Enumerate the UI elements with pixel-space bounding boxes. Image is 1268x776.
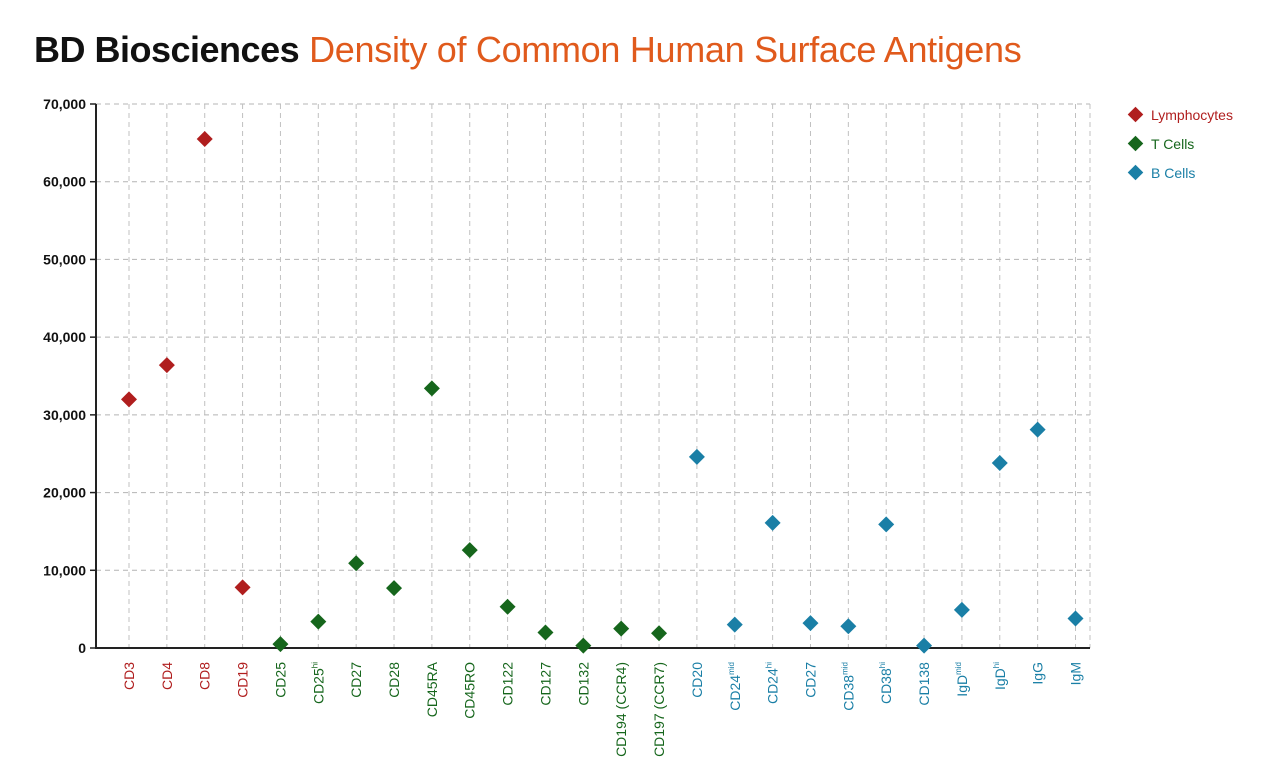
chart-subtitle: Density of Common Human Surface Antigens	[309, 29, 1022, 70]
x-tick-label: CD38mid	[840, 662, 856, 711]
x-tick-label: CD194 (CCR4)	[613, 662, 629, 757]
data-point-lymphocytes	[121, 391, 137, 408]
y-tick-label: 70,000	[43, 96, 86, 112]
legend-item-lymphocytes[interactable]: Lymphocytes	[1127, 100, 1233, 129]
x-tick-label: CD27	[348, 662, 364, 698]
x-tick-label: CD8	[197, 662, 213, 690]
x-tick-label: IgM	[1068, 662, 1084, 685]
data-point-t-cells	[310, 613, 327, 630]
legend-swatch-t-cells	[1127, 135, 1144, 152]
data-point-b-cells	[991, 455, 1008, 472]
grid	[90, 103, 1091, 649]
y-tick-label: 10,000	[43, 562, 86, 578]
data-point-t-cells	[651, 625, 668, 642]
x-tick-label: CD197 (CCR7)	[651, 662, 667, 757]
data-point-lymphocytes	[234, 579, 251, 596]
x-tick-label: CD132	[575, 662, 591, 706]
y-tick-label: 20,000	[43, 485, 86, 501]
brand-name: BD Biosciences	[34, 29, 300, 70]
data-point-t-cells	[348, 555, 365, 572]
data-point-t-cells	[461, 542, 478, 559]
legend-label-b-cells: B Cells	[1151, 164, 1196, 181]
legend-label-t-cells: T Cells	[1151, 135, 1195, 152]
x-tick-label: CD24mid	[727, 662, 743, 711]
x-tick-label: CD19	[235, 662, 251, 698]
data-point-b-cells	[878, 516, 895, 533]
x-tick-label: CD3	[121, 662, 137, 690]
chart-legend: Lymphocytes T Cells B Cells	[1127, 100, 1233, 187]
x-tick-label: CD20	[689, 662, 705, 698]
data-point-b-cells	[802, 615, 819, 632]
x-tick-label: CD4	[159, 662, 175, 690]
data-point-b-cells	[1067, 610, 1084, 627]
x-tick-label: IgDhi	[992, 662, 1008, 690]
y-tick-label: 40,000	[43, 329, 86, 345]
legend-item-t-cells[interactable]: T Cells	[1127, 129, 1233, 158]
legend-swatch-lymphocytes	[1127, 106, 1144, 123]
data-point-lymphocytes	[196, 130, 213, 147]
data-point-b-cells	[916, 637, 933, 654]
legend-swatch-b-cells	[1127, 164, 1144, 181]
data-point-b-cells	[840, 618, 857, 635]
data-point-t-cells	[537, 624, 554, 641]
data-point-b-cells	[764, 514, 781, 531]
data-point-t-cells	[575, 637, 592, 654]
x-tick-label: CD45RA	[424, 661, 440, 717]
data-point-t-cells	[423, 380, 440, 397]
data-point-b-cells	[688, 448, 705, 465]
data-point-b-cells	[953, 601, 970, 618]
legend-item-b-cells[interactable]: B Cells	[1127, 158, 1233, 187]
x-tick-label: CD27	[802, 662, 818, 698]
x-tick-label: IgDmid	[954, 662, 970, 697]
x-tick-label: CD24hi	[765, 662, 781, 704]
data-point-b-cells	[726, 616, 743, 633]
x-tick-label: CD138	[916, 662, 932, 706]
legend-label-lymphocytes: Lymphocytes	[1151, 106, 1233, 123]
y-tick-label: 50,000	[43, 251, 86, 267]
y-tick-label: 60,000	[43, 174, 86, 190]
x-tick-label: CD25	[272, 662, 288, 698]
data-point-t-cells	[499, 598, 516, 615]
chart-title: BD Biosciences Density of Common Human Su…	[34, 29, 1022, 70]
x-tick-label: CD45RO	[462, 662, 478, 719]
data-point-t-cells	[272, 636, 289, 653]
x-tick-label: CD28	[386, 662, 402, 698]
data-point-b-cells	[1029, 421, 1046, 438]
data-point-t-cells	[386, 580, 403, 597]
data-point-t-cells	[613, 620, 630, 637]
x-tick-label: CD25hi	[310, 662, 326, 704]
y-tick-label: 0	[78, 640, 86, 656]
x-tick-label: CD122	[500, 662, 516, 706]
y-tick-label: 30,000	[43, 407, 86, 423]
data-point-lymphocytes	[158, 357, 175, 374]
x-tick-label: CD38hi	[878, 662, 894, 704]
x-tick-label: CD127	[537, 662, 553, 706]
x-tick-label: IgG	[1030, 662, 1046, 685]
